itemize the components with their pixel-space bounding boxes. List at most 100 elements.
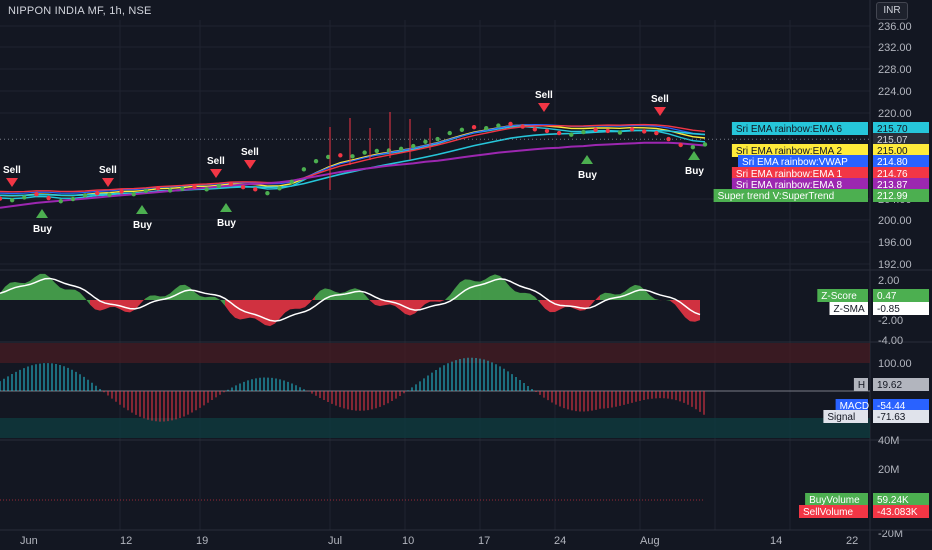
time-axis-label: 22 — [846, 535, 858, 547]
supertrend-dot — [228, 181, 234, 187]
price-axis-tick: 220.00 — [878, 108, 912, 120]
supertrend-dot — [459, 127, 465, 133]
zscore-area — [535, 296, 540, 303]
time-axis-label: Jun — [20, 535, 38, 547]
zscore-area — [570, 300, 575, 309]
supertrend-dot — [22, 195, 27, 200]
zscore-area — [515, 291, 520, 300]
zscore-area — [645, 290, 650, 300]
indicator-value: 214.80 — [877, 157, 908, 168]
supertrend-dot — [325, 154, 331, 160]
buy-signal-label: Buy — [33, 224, 52, 235]
volume-axis-tick: -20M — [878, 528, 903, 540]
supertrend-dot — [0, 196, 3, 201]
indicator-name: Sri EMA rainbow:EMA 8 — [736, 180, 843, 191]
indicator-value: 215.70 — [877, 124, 908, 135]
zscore-area — [540, 300, 545, 309]
zscore-area — [40, 273, 45, 300]
zscore-area — [370, 300, 375, 305]
indicator-name: Sri EMA rainbow:EMA 1 — [736, 169, 843, 180]
supertrend-dot — [277, 186, 282, 191]
supertrend-dot — [569, 132, 574, 137]
buy-signal-label: Buy — [685, 166, 704, 177]
zscore-area — [495, 274, 500, 300]
zscore-area — [415, 300, 420, 314]
zscore-sma-line — [0, 277, 701, 322]
indicator-name-box — [817, 289, 868, 302]
supertrend-dot — [605, 128, 610, 134]
zscore-axis-tick: 2.00 — [878, 275, 899, 287]
zscore-area — [575, 300, 580, 311]
time-axis-label: 17 — [478, 535, 490, 547]
indicator-name-box — [738, 155, 868, 168]
currency-button[interactable]: INR — [876, 2, 908, 20]
zscore-label — [829, 302, 929, 315]
sell-signal-label: Sell — [241, 147, 259, 158]
zscore-area — [400, 300, 405, 314]
zscore-area — [265, 300, 270, 327]
zscore-area — [200, 296, 205, 300]
supertrend-dot — [593, 127, 598, 133]
sell-triangle-icon — [210, 169, 222, 178]
supertrend-dot — [70, 196, 76, 202]
supertrend-dot — [544, 128, 550, 134]
zscore-area — [135, 300, 140, 310]
zscore-area — [65, 289, 70, 300]
zscore-area — [635, 284, 640, 300]
zscore-area — [510, 286, 515, 300]
supertrend-dot — [556, 130, 562, 136]
zscore-area — [685, 300, 690, 322]
buy-signal-label: Buy — [578, 170, 597, 181]
supertrend-dot — [642, 129, 647, 134]
supertrend-dot — [702, 142, 708, 147]
zscore-area — [0, 286, 5, 300]
zscore-area — [60, 287, 65, 300]
zscore-area — [45, 273, 50, 300]
zscore-area — [255, 300, 260, 322]
indicator-value-box — [873, 493, 929, 506]
ema-line — [0, 123, 706, 193]
price-label — [738, 155, 929, 168]
zscore-area — [435, 300, 440, 302]
macd-label — [835, 399, 929, 412]
supertrend-dot — [313, 159, 319, 164]
buy-triangle-icon — [688, 151, 700, 160]
time-axis-label: 24 — [554, 535, 566, 547]
buy-signal-label: Buy — [217, 218, 236, 229]
zscore-area — [440, 299, 445, 302]
zscore-area — [505, 280, 510, 300]
zscore-area — [85, 298, 90, 305]
supertrend-dot — [447, 130, 452, 136]
ema-8-line — [0, 141, 706, 209]
zscore-area — [520, 292, 525, 300]
indicator-name: Z-Score — [821, 291, 857, 302]
indicator-value: 214.76 — [877, 169, 908, 180]
indicator-value: -71.63 — [877, 412, 906, 423]
zscore-area — [650, 295, 655, 300]
zscore-area — [525, 292, 530, 300]
indicator-value-box — [873, 167, 929, 180]
indicator-value: -43.083K — [877, 507, 918, 518]
zscore-area — [670, 300, 675, 305]
zscore-area — [125, 300, 130, 313]
zscore-area — [80, 292, 85, 300]
supertrend-dot — [398, 146, 404, 151]
price-label — [873, 133, 929, 146]
supertrend-dot — [496, 123, 501, 128]
macd-histogram — [0, 357, 705, 422]
sell-signal-label: Sell — [207, 156, 225, 167]
volume-axis-tick: 40M — [878, 435, 899, 447]
supertrend-dot — [629, 127, 635, 132]
sell-signal-label: Sell — [651, 94, 669, 105]
indicator-name: Super trend V:SuperTrend — [718, 191, 835, 202]
zscore-area — [155, 295, 160, 300]
supertrend-dot — [204, 187, 209, 192]
sell-triangle-icon — [244, 160, 256, 169]
zscore-area — [35, 273, 40, 300]
zscore-area — [275, 300, 280, 324]
indicator-value-box — [873, 378, 929, 391]
zscore-area — [555, 300, 560, 313]
zscore-area — [485, 276, 490, 300]
sell-triangle-icon — [654, 107, 666, 116]
